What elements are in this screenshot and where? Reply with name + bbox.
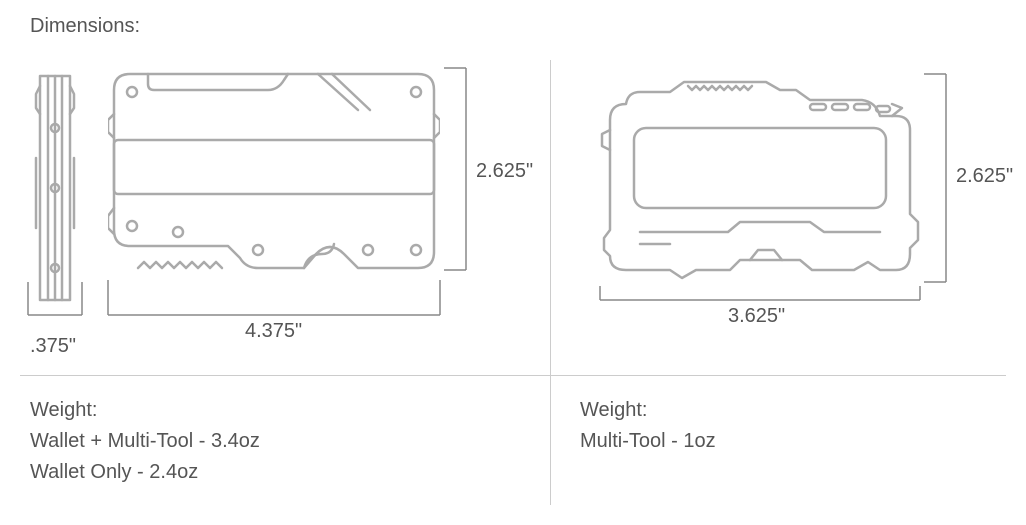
dim-tool-height: 2.625" (956, 165, 1013, 188)
dim-tool-width: 3.625" (728, 305, 785, 328)
weight-section-right: Weight: Multi-Tool - 1oz (580, 395, 716, 457)
dim-side-width: .375" (30, 335, 76, 358)
weight-left-title: Weight: (30, 395, 260, 426)
weight-left-line2: Wallet Only - 2.4oz (30, 457, 260, 488)
weight-right-title: Weight: (580, 395, 716, 426)
dim-wallet-height: 2.625" (476, 160, 533, 183)
dim-wallet-width: 4.375" (245, 320, 302, 343)
weight-section-left: Weight: Wallet + Multi-Tool - 3.4oz Wall… (30, 395, 260, 488)
spec-diagram: Dimensions: (0, 0, 1026, 525)
weight-left-line1: Wallet + Multi-Tool - 3.4oz (30, 426, 260, 457)
weight-right-line1: Multi-Tool - 1oz (580, 426, 716, 457)
